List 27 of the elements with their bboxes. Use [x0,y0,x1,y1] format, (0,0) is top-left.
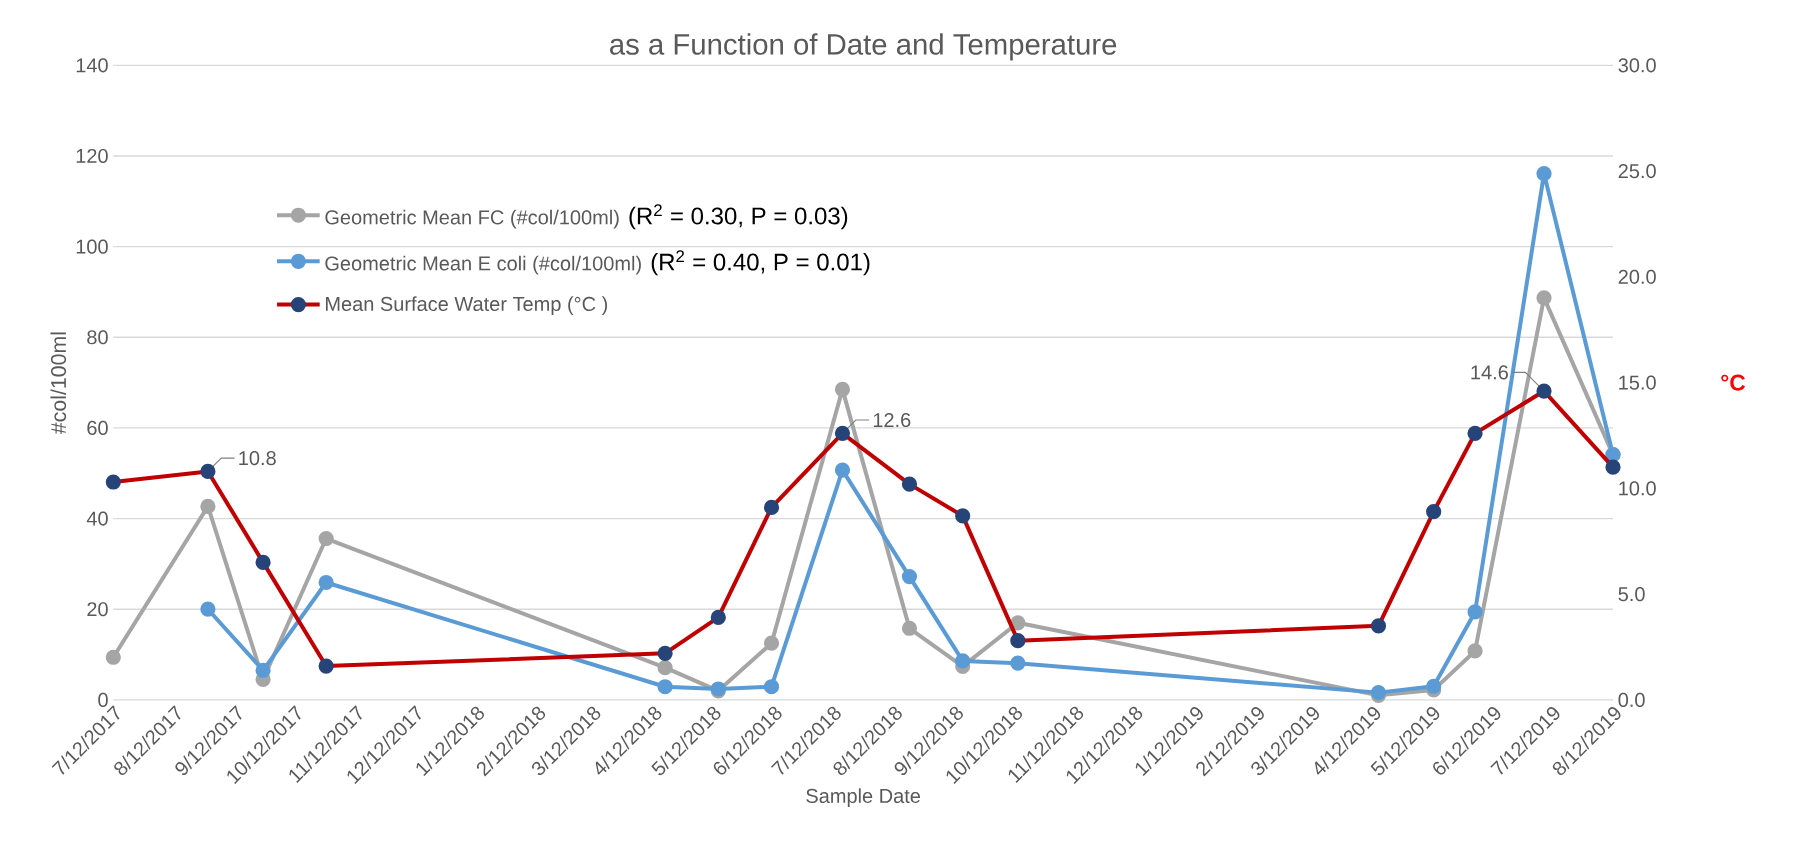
data-label: 10.8 [239,450,276,466]
data-label: 14.6 [1471,365,1508,380]
y-axis-title: #col/100ml [50,332,67,435]
y2-tick-label: 5.0 [1618,586,1645,602]
y2-tick-label: 25.0 [1618,163,1656,179]
y-tick-label: 140 [76,58,108,73]
legend-label: Geometric Mean FC (#col/100ml) [325,209,619,229]
y-tick-label: 80 [87,330,108,345]
legend-label: Geometric Mean E coli (#col/100ml) [325,255,641,275]
y-tick-label: 120 [76,148,108,163]
annotation: (R$^{2}$ = 0.40, P = 0.01) [651,250,870,276]
y-tick-label: 100 [76,239,108,254]
y2-axis-title: °C [1721,374,1746,391]
y-tick-label: 0 [98,692,108,707]
y2-tick-label: 30.0 [1618,58,1656,73]
chart-title: as a Function of Date and Temperature [610,33,1117,61]
legend-label: Mean Surface Water Temp (°C ) [325,296,608,315]
y-tick-label: 20 [87,602,108,617]
annotation: (R$^{2}$ = 0.30, P = 0.03) [629,204,848,230]
y-tick-label: 60 [87,420,108,435]
data-label: 12.6 [873,412,911,428]
y2-tick-label: 10.0 [1619,481,1656,496]
y-tick-label: 40 [86,511,108,526]
y2-tick-label: 20.0 [1618,269,1656,284]
y2-tick-label: 15.0 [1619,375,1656,390]
y2-tick-label: 0.0 [1618,692,1645,707]
x-axis-title: Sample Date [806,788,921,807]
